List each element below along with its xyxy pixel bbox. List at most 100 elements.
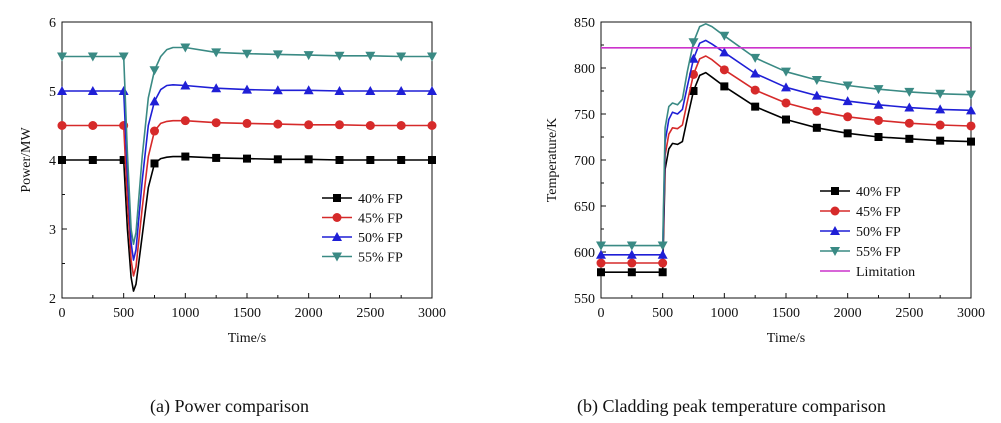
power-data-point-50pct-fp [396,86,407,95]
power-data-point-55pct-fp [334,51,345,61]
power-data-point-45pct-fp [365,121,375,130]
temperature-series-line-50pct-fp [601,39,972,256]
power-data-point-55pct-fp [57,52,67,62]
temperature-data-point-40pct-fp [874,133,883,141]
temperature-data-point-55pct-fp [596,241,606,251]
temperature-data-point-45pct-fp [966,121,976,131]
power-data-point-40pct-fp [119,156,128,164]
temperature-data-point-45pct-fp [904,118,914,128]
temperature-data-point-45pct-fp [781,98,791,108]
temperature-data-point-40pct-fp [843,129,852,138]
temperature-data-point-40pct-fp [720,82,729,91]
power-legend-label-55pct-fp: 55% FP [358,251,403,266]
temperature-data-point-55pct-fp [904,87,915,97]
temperature-data-point-45pct-fp [627,258,637,268]
temperature-data-point-50pct-fp [719,47,730,57]
power-x-tick-label: 1000 [171,306,199,321]
temperature-data-point-50pct-fp [935,104,946,114]
temperature-data-point-40pct-fp [967,137,975,146]
power-legend-marker-50pct-fp [332,232,342,241]
temperature-data-point-40pct-fp [689,87,698,95]
temperature-data-point-55pct-fp [719,31,730,41]
temperature-data-point-50pct-fp [626,249,637,259]
temperature-series-line-55pct-fp [601,22,972,247]
temperature-data-point-45pct-fp [658,258,668,268]
temperature-chart: 0 500 1000 1500 2000 2500 3000 550 600 650 700 750 8… [545,16,985,346]
temperature-series-group [596,22,976,277]
temperature-data-point-55pct-fp [935,89,946,99]
power-legend-label-45pct-fp: 45% FP [358,212,403,227]
temperature-data-point-55pct-fp [966,90,976,100]
power-data-point-45pct-fp [396,121,406,130]
power-legend-label-40pct-fp: 40% FP [358,192,403,207]
power-legend-marker-40pct-fp [333,194,341,202]
temperature-legend: 40% FP 45% FP 50% FP 55% FP Limitation [820,185,915,280]
temperature-data-point-40pct-fp [812,123,821,132]
temperature-data-point-45pct-fp [843,112,853,122]
power-data-point-45pct-fp [88,121,98,130]
power-data-point-55pct-fp [272,50,283,60]
temperature-plot-frame [600,21,972,299]
power-data-point-45pct-fp [242,118,252,128]
power-y-tick-label: 6 [49,16,56,31]
power-data-point-55pct-fp [242,49,252,59]
temperature-data-point-55pct-fp [657,241,668,251]
temperature-data-point-50pct-fp [657,249,668,259]
power-data-point-50pct-fp [57,86,67,95]
temperature-data-point-45pct-fp [596,258,606,268]
power-axis-ticks: 0 500 1000 1500 2000 2500 3000 2 3 4 5 6 [49,16,446,321]
power-data-point-45pct-fp [211,118,221,128]
temperature-y-tick-label: 550 [574,292,595,307]
power-data-point-50pct-fp [242,84,252,94]
temperature-data-point-40pct-fp [751,102,760,111]
power-data-point-50pct-fp [87,86,98,95]
temperature-x-axis-label: Time/s [767,331,805,346]
power-data-point-45pct-fp [304,120,314,130]
temperature-legend-label-55pct-fp: 55% FP [856,245,901,260]
power-data-point-45pct-fp [335,120,344,130]
power-x-tick-label: 2000 [295,306,323,321]
power-data-point-45pct-fp [180,116,190,126]
power-data-point-55pct-fp [211,48,222,58]
temperature-x-tick-label: 0 [598,306,605,321]
power-data-point-40pct-fp [150,159,159,168]
power-data-point-50pct-fp [303,85,314,95]
temperature-data-point-50pct-fp [904,102,915,112]
power-x-tick-label: 1500 [233,306,261,321]
power-data-point-40pct-fp [273,155,282,164]
power-data-point-50pct-fp [149,96,160,106]
power-data-point-40pct-fp [181,152,190,161]
power-data-point-50pct-fp [118,86,129,95]
power-data-point-50pct-fp [427,86,437,95]
temperature-x-tick-label: 500 [652,306,673,321]
power-legend: 40% FP 45% FP 50% FP 55% FP [322,192,403,266]
temperature-data-point-40pct-fp [936,136,945,145]
temperature-data-point-45pct-fp [812,106,822,116]
power-data-point-40pct-fp [428,156,436,164]
temperature-data-point-55pct-fp [626,241,637,251]
power-x-tick-label: 0 [59,306,66,321]
power-data-point-55pct-fp [303,51,314,61]
temperature-series-line-45pct-fp [601,55,972,264]
power-data-point-45pct-fp [273,119,283,129]
power-data-point-40pct-fp [58,156,66,164]
temperature-x-tick-label: 1500 [772,306,800,321]
temperature-x-tick-label: 2500 [895,306,923,321]
power-x-axis-label: Time/s [228,331,266,346]
power-x-tick-label: 2500 [356,306,384,321]
power-legend-marker-55pct-fp [332,252,342,262]
temperature-data-point-55pct-fp [781,67,791,77]
power-y-tick-label: 4 [49,154,56,169]
temperature-data-point-40pct-fp [905,134,914,143]
power-data-point-55pct-fp [118,52,129,62]
power-chart: 0 500 1000 1500 2000 2500 3000 2 3 4 5 6 40% FP 45% … [19,16,446,346]
temperature-data-point-50pct-fp [688,53,699,63]
temperature-y-axis-label: Temperature/K [545,118,560,203]
temperature-y-tick-label: 650 [574,200,595,215]
temperature-data-point-50pct-fp [596,249,606,259]
power-data-point-40pct-fp [366,156,375,164]
temperature-data-point-40pct-fp [658,268,667,277]
temperature-y-tick-label: 750 [574,108,595,123]
temperature-y-tick-label: 800 [574,62,595,77]
